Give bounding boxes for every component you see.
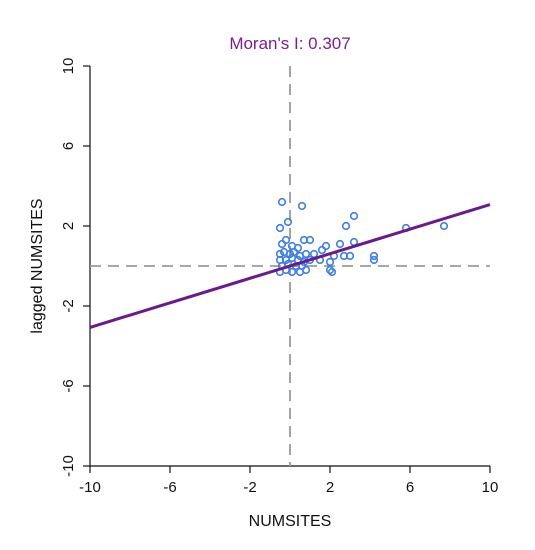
data-point (275, 223, 285, 233)
x-tick-label: -6 (163, 479, 176, 496)
y-tick-label: -2 (60, 299, 77, 312)
data-point (283, 217, 293, 227)
data-point (369, 251, 379, 261)
regression-line (89, 203, 491, 329)
y-ticks: -10 -6 -2 2 6 10 (60, 58, 90, 477)
data-point (327, 267, 337, 277)
x-axis-label: NUMSITES (249, 513, 332, 530)
data-point (277, 239, 287, 249)
data-point (321, 241, 331, 251)
data-point (285, 249, 295, 259)
x-tick-label: 6 (406, 479, 414, 496)
data-point (293, 243, 303, 253)
data-point (301, 249, 311, 259)
data-point (309, 249, 319, 259)
plot-area (89, 66, 491, 467)
y-tick-label: -10 (60, 455, 77, 477)
y-tick-label: 6 (60, 142, 77, 150)
y-tick-label: 2 (60, 222, 77, 230)
data-point (439, 221, 449, 231)
data-point (345, 251, 355, 261)
x-tick-label: 2 (326, 479, 334, 496)
data-point (369, 255, 379, 265)
data-point (305, 235, 315, 245)
data-point (301, 265, 311, 275)
data-point (349, 211, 359, 221)
y-tick-label: -6 (60, 379, 77, 392)
data-point (335, 239, 345, 249)
data-point (287, 267, 297, 277)
chart-title: Moran's I: 0.307 (229, 34, 350, 53)
data-point (317, 245, 327, 255)
data-point (277, 197, 287, 207)
y-axis-label: lagged NUMSITES (29, 198, 46, 333)
x-ticks: -10 -6 -2 2 6 10 (79, 466, 498, 496)
x-tick-label: 10 (482, 479, 499, 496)
x-tick-label: -10 (79, 479, 101, 496)
data-point (325, 257, 335, 267)
data-point (297, 201, 307, 211)
points-layer (275, 197, 449, 277)
x-tick-label: -2 (243, 479, 256, 496)
data-point (325, 265, 335, 275)
y-tick-label: 10 (60, 58, 77, 75)
data-point (281, 235, 291, 245)
data-point (341, 221, 351, 231)
